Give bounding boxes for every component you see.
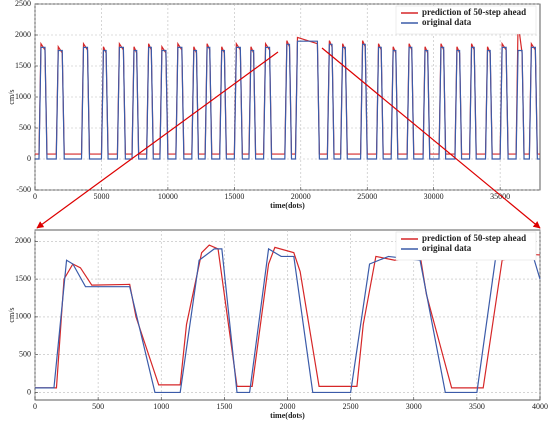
x-tick-label: 2500	[343, 402, 359, 411]
y-tick-label: -500	[16, 185, 31, 194]
series-line	[35, 22, 540, 155]
x-tick-label: 4000	[532, 402, 548, 411]
x-tick-label: 1000	[153, 402, 169, 411]
zoom-arrow	[321, 47, 541, 229]
x-tick-label: 3000	[406, 402, 422, 411]
zoom-arrow	[36, 51, 279, 229]
x-tick-label: 1500	[216, 402, 232, 411]
x-tick-label: 500	[92, 402, 104, 411]
legend-label: prediction of 50-step ahead	[422, 233, 526, 243]
series-line	[35, 247, 541, 394]
x-tick-label: 15000	[224, 192, 244, 201]
x-tick-label: 20000	[291, 192, 311, 201]
y-tick-label: 500	[19, 123, 31, 132]
y-axis-label: cm/s	[7, 89, 16, 104]
x-tick-label: 2000	[280, 402, 296, 411]
legend-box	[395, 231, 537, 261]
x-tick-label: 0	[33, 402, 37, 411]
x-axis-label: time(dots)	[270, 201, 305, 210]
legend-label: original data	[422, 243, 472, 253]
y-tick-label: 0	[27, 154, 31, 163]
x-tick-label: 5000	[93, 192, 109, 201]
y-tick-label: 2500	[15, 0, 31, 8]
x-tick-label: 3500	[469, 402, 485, 411]
x-tick-label: 10000	[158, 192, 178, 201]
y-tick-label: 2000	[15, 30, 31, 39]
x-tick-label: 25000	[357, 192, 377, 201]
x-axis-label: time(dots)	[270, 411, 305, 420]
x-tick-label: 0	[33, 192, 37, 201]
y-tick-label: 1000	[15, 92, 31, 101]
legend-label: original data	[422, 17, 472, 27]
y-axis-label: cm/s	[7, 307, 16, 322]
y-tick-label: 2000	[15, 236, 31, 245]
y-tick-label: 1000	[15, 312, 31, 321]
y-tick-label: 1500	[15, 274, 31, 283]
legend-box	[395, 5, 537, 35]
y-tick-label: 1500	[15, 61, 31, 70]
y-tick-label: 500	[19, 349, 31, 358]
y-tick-label: 0	[27, 387, 31, 396]
x-tick-label: 30000	[424, 192, 444, 201]
x-tick-label: 35000	[490, 192, 510, 201]
legend-label: prediction of 50-step ahead	[422, 7, 526, 17]
